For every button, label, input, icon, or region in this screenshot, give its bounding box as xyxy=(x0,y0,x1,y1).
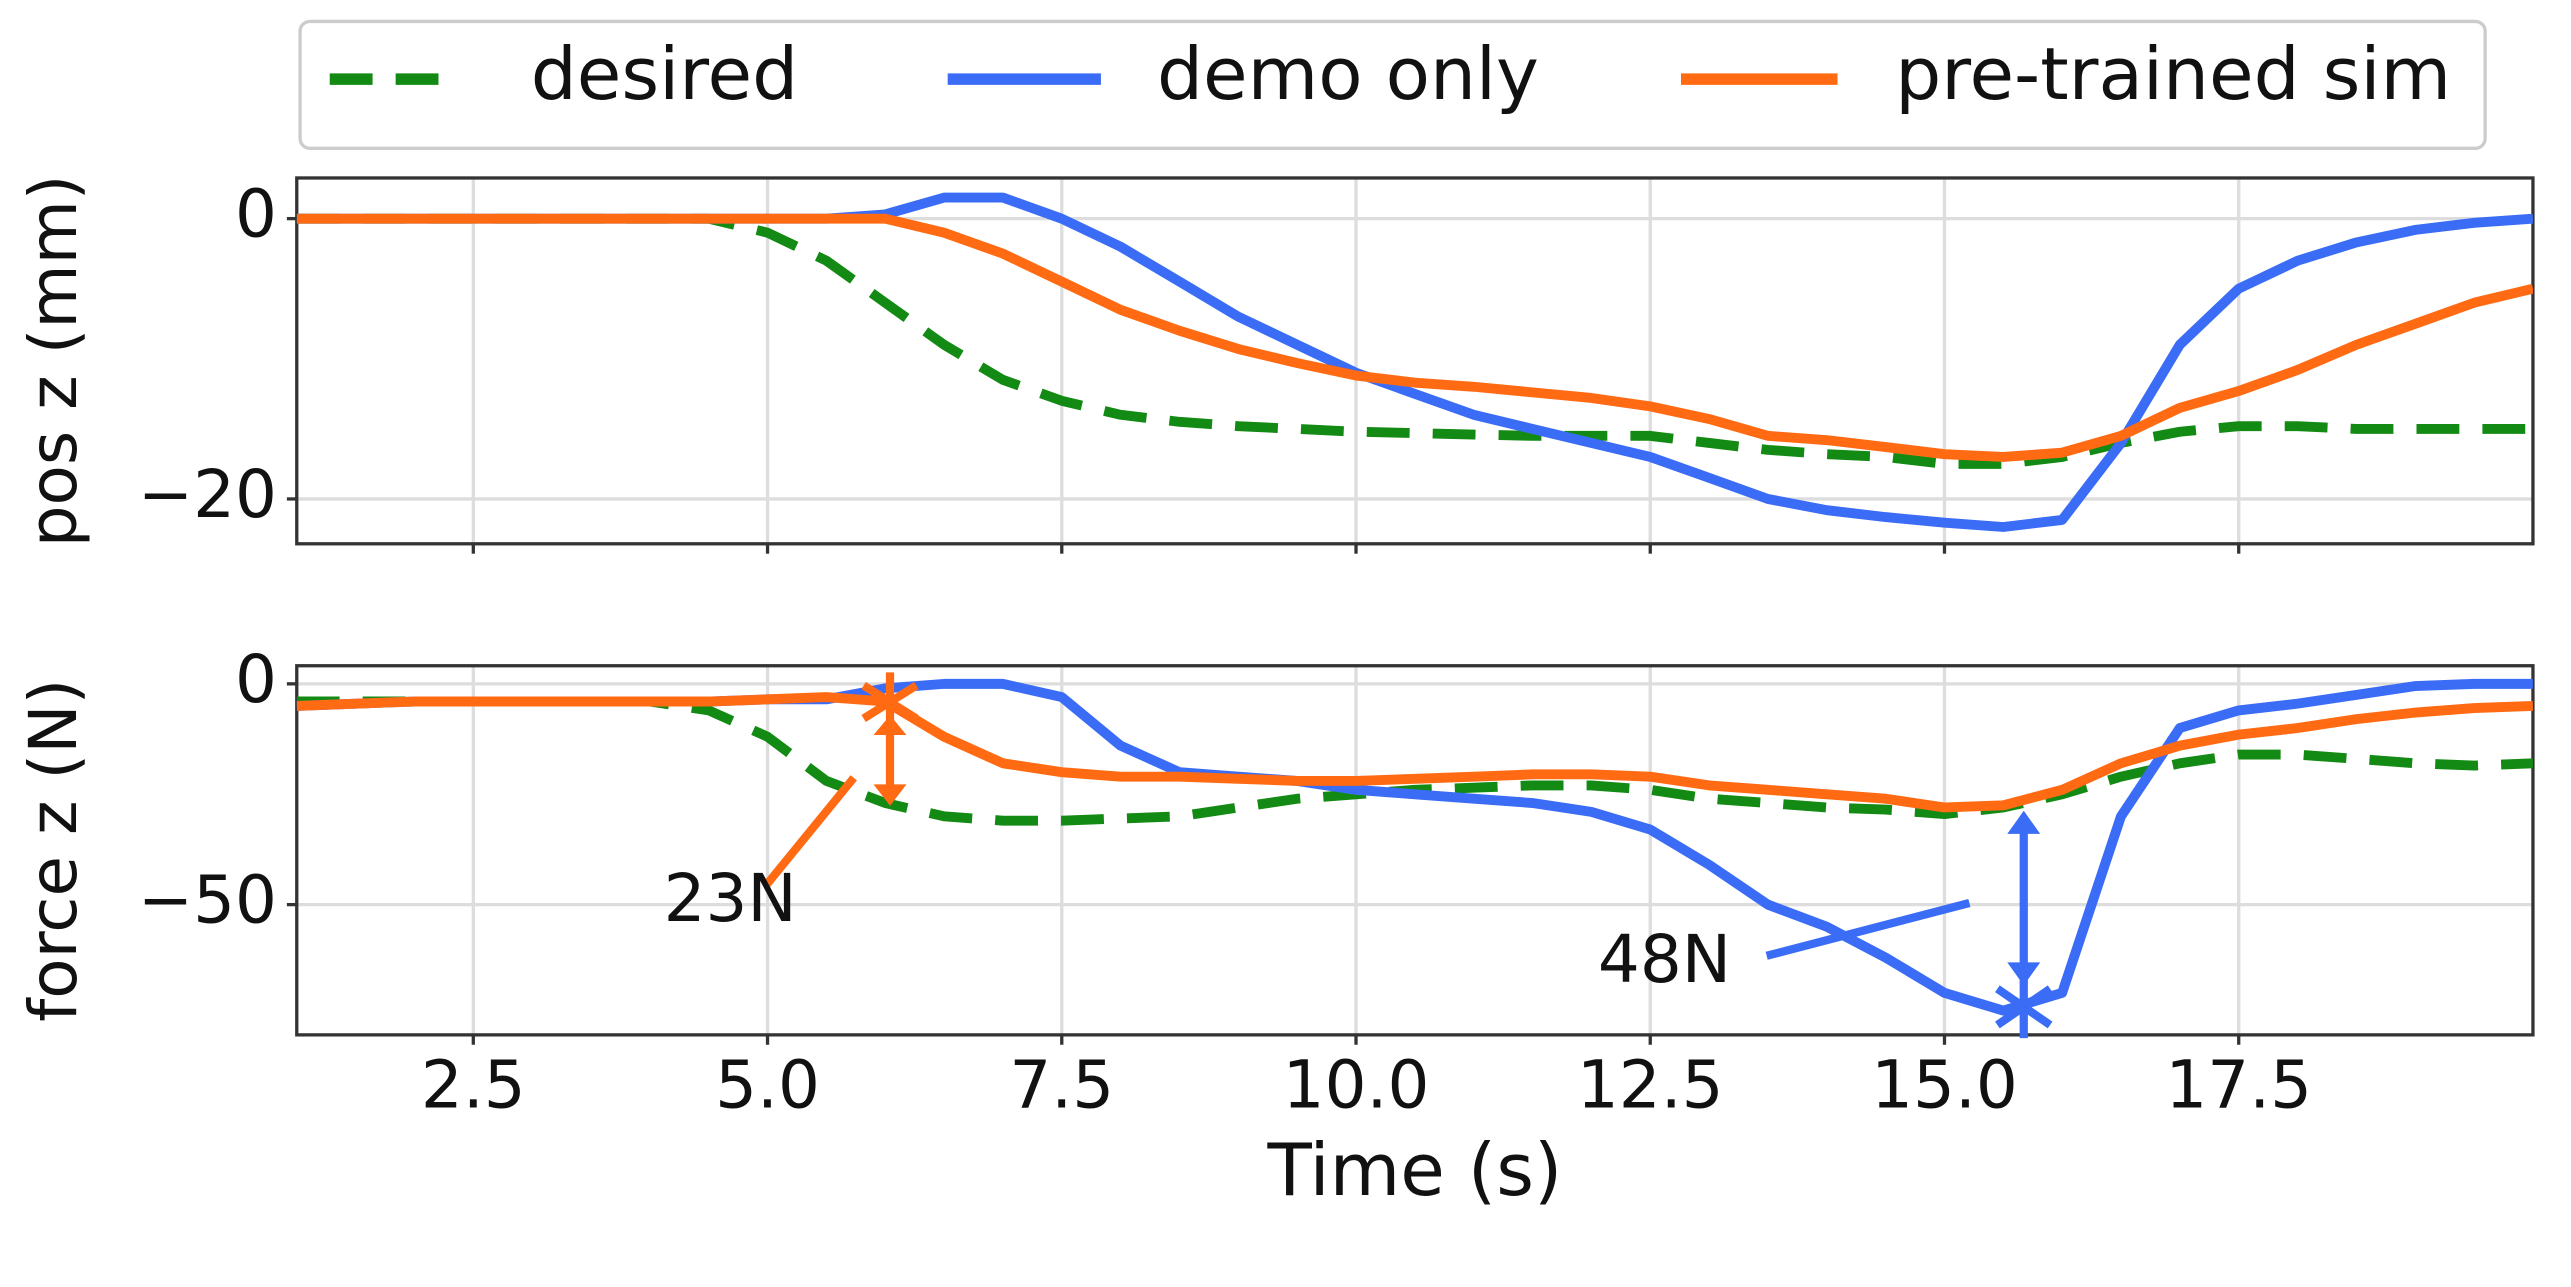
star xyxy=(861,682,919,722)
series-line xyxy=(296,692,2533,813)
annotation-23n xyxy=(763,672,919,888)
x-tick-label: 12.5 xyxy=(1577,1046,1724,1123)
y-axis-label: force z (N) xyxy=(15,679,92,1022)
series-line xyxy=(296,192,2533,532)
y-tick-label: 0 xyxy=(235,176,277,253)
annotation-label: 23N xyxy=(664,860,797,937)
leader xyxy=(1765,899,1971,960)
series-line xyxy=(296,678,2533,1016)
x-tick-label: 7.5 xyxy=(1009,1046,1114,1123)
x-axis-label: Time (s) xyxy=(1266,1129,1562,1213)
x-tick-label: 2.5 xyxy=(421,1046,526,1123)
legend-label: pre-trained sim xyxy=(1895,33,2451,117)
subplot: 0 −20 pos z (mm) xyxy=(15,174,2535,554)
legend-label: demo only xyxy=(1157,33,1539,117)
leader xyxy=(763,775,857,888)
arrow-head xyxy=(873,784,907,806)
annotation-label: 48N xyxy=(1598,921,1731,998)
axes-frame xyxy=(295,664,2535,1037)
x-tick-label: 17.5 xyxy=(2165,1046,2312,1123)
plots: 0 −20 pos z (mm) 2.5 5.0 7.5 10.0 12.5 15.0 17.5 0… xyxy=(15,174,2535,1213)
arrow-head xyxy=(873,715,907,735)
annotation-48n xyxy=(1765,810,2053,1039)
legend-label: desired xyxy=(531,33,798,117)
series-line xyxy=(296,213,2533,462)
series-line xyxy=(296,213,2533,469)
x-tick-label: 5.0 xyxy=(715,1046,820,1123)
x-tick-label: 15.0 xyxy=(1871,1046,2018,1123)
arrow-head xyxy=(2007,810,2041,834)
axes-frame xyxy=(295,176,2535,546)
legend-box xyxy=(298,19,2487,150)
y-axis-label: pos z (mm) xyxy=(15,174,92,547)
y-tick-label: −20 xyxy=(138,456,277,533)
subplot: 2.5 5.0 7.5 10.0 12.5 15.0 17.5 0 −50 force z (N)… xyxy=(15,641,2535,1213)
legend: desired demo only pre-trained sim xyxy=(329,33,2451,117)
star xyxy=(1995,985,2053,1029)
x-tick-label: 10.0 xyxy=(1283,1046,1430,1123)
y-tick-label: −50 xyxy=(138,862,277,939)
arrow-head xyxy=(2007,962,2041,986)
y-tick-label: 0 xyxy=(235,641,277,718)
